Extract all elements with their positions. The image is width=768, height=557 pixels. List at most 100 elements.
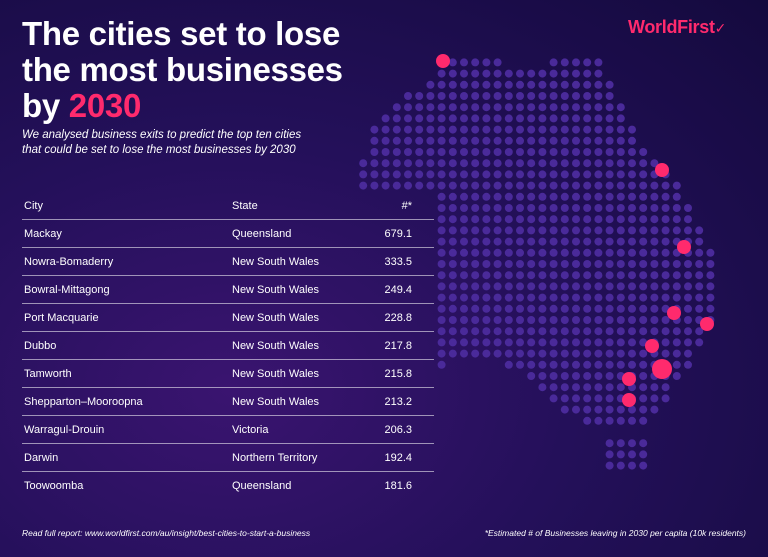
table-row: Dubbo New South Wales 217.8 — [22, 331, 434, 360]
map-dot — [650, 192, 659, 201]
map-dot — [616, 316, 625, 324]
map-dot — [628, 327, 636, 336]
map-dot — [448, 181, 457, 190]
map-dot — [538, 338, 547, 347]
map-dot — [538, 248, 547, 257]
map-dot — [661, 181, 670, 190]
map-dot — [448, 248, 457, 257]
map-dot — [392, 103, 401, 112]
map-dot — [493, 114, 502, 123]
map-dot — [504, 148, 513, 156]
map-dot — [437, 69, 446, 78]
map-dot — [572, 170, 580, 179]
map-dot — [426, 80, 435, 89]
map-dot — [448, 92, 457, 100]
title-line-3-prefix: by — [22, 87, 69, 124]
map-dot — [482, 349, 491, 358]
map-dot — [381, 125, 390, 134]
map-dot — [605, 450, 614, 459]
map-dot — [650, 204, 659, 212]
title-year: 2030 — [68, 87, 142, 124]
map-dot — [560, 338, 569, 347]
map-dot — [538, 260, 547, 268]
map-dot — [594, 170, 603, 179]
map-dot — [538, 125, 547, 134]
cell-city: Mackay — [22, 219, 230, 248]
map-dot — [359, 170, 368, 179]
map-dot — [527, 204, 536, 212]
map-dot — [482, 181, 491, 190]
map-dot — [583, 181, 592, 190]
map-dot — [639, 271, 648, 280]
map-dot — [549, 260, 558, 268]
map-dot — [516, 260, 524, 268]
map-dot — [415, 103, 424, 112]
map-dot — [661, 349, 670, 358]
map-dot — [560, 58, 569, 67]
table-row: Nowra-Bomaderry New South Wales 333.5 — [22, 247, 434, 276]
map-dot — [370, 136, 379, 145]
map-dot — [628, 248, 636, 257]
map-dot — [639, 260, 648, 268]
map-dot — [594, 293, 603, 302]
map-dot — [448, 114, 457, 123]
map-dot — [516, 192, 524, 201]
city-marker — [655, 163, 669, 177]
map-dot — [572, 69, 580, 78]
report-link[interactable]: Read full report: www.worldfirst.com/au/… — [22, 528, 311, 538]
map-dot — [527, 170, 536, 179]
map-dot — [549, 226, 558, 235]
city-marker — [677, 240, 691, 254]
map-dot — [672, 293, 681, 302]
map-dot — [392, 136, 401, 145]
map-dot — [549, 103, 558, 112]
cell-city: Dubbo — [22, 331, 230, 360]
map-dot — [650, 327, 659, 336]
map-dot — [437, 204, 446, 212]
map-dot — [605, 170, 614, 179]
map-dot — [583, 282, 592, 291]
map-dot — [527, 181, 536, 190]
map-dot — [516, 282, 524, 291]
map-dot — [628, 192, 636, 201]
map-dot — [583, 58, 592, 67]
map-dot — [516, 159, 524, 168]
map-dot — [448, 282, 457, 291]
map-dot — [639, 461, 648, 470]
map-dot — [471, 192, 480, 201]
map-dot — [583, 204, 592, 212]
map-dot — [605, 416, 614, 425]
map-dot — [560, 349, 569, 358]
map-dot — [527, 360, 536, 369]
map-dot — [572, 304, 580, 313]
map-dot — [448, 338, 457, 347]
map-dot — [448, 260, 457, 268]
map-dot — [594, 316, 603, 324]
map-dot — [493, 271, 502, 280]
map-dot — [426, 170, 435, 179]
map-dot — [504, 293, 513, 302]
map-dot — [471, 204, 480, 212]
map-dot — [628, 237, 636, 246]
map-dot — [471, 282, 480, 291]
map-dot — [426, 92, 435, 100]
map-dot — [639, 204, 648, 212]
map-dot — [504, 159, 513, 168]
map-dot — [370, 125, 379, 134]
map-dot — [482, 271, 491, 280]
map-dot — [549, 159, 558, 168]
map-dot — [628, 338, 636, 347]
map-dot — [426, 148, 435, 156]
map-dot — [605, 226, 614, 235]
map-dot — [560, 204, 569, 212]
map-dot — [448, 293, 457, 302]
map-dot — [650, 159, 659, 168]
map-dot — [639, 416, 648, 425]
map-dot — [516, 327, 524, 336]
map-dot — [650, 215, 659, 224]
map-dot — [583, 383, 592, 392]
map-dot — [639, 226, 648, 235]
map-dot — [639, 360, 648, 369]
map-dot — [381, 159, 390, 168]
table-header-row: City State #* — [22, 193, 434, 220]
